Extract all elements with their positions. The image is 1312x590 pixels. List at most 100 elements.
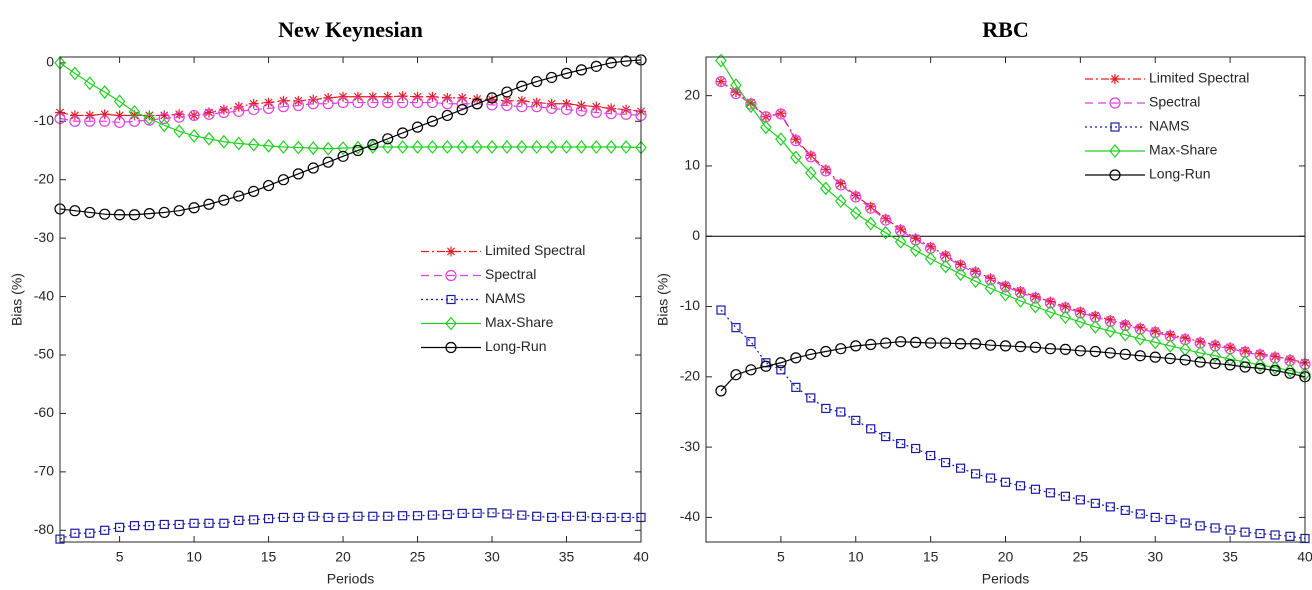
marker: [561, 98, 572, 109]
marker: [1164, 330, 1176, 342]
marker: [1044, 305, 1057, 320]
marker: [381, 140, 394, 154]
marker: [1090, 498, 1100, 508]
marker: [880, 213, 891, 224]
marker: [835, 343, 847, 355]
plot-area: [60, 57, 641, 542]
marker: [546, 102, 558, 115]
marker: [1254, 357, 1266, 372]
marker: [1120, 319, 1131, 330]
y-axis-label: Bias (%): [655, 273, 671, 326]
marker: [486, 92, 498, 104]
marker: [546, 71, 558, 84]
marker: [441, 140, 454, 154]
series-line: [59, 59, 642, 216]
marker: [262, 179, 275, 192]
marker: [925, 241, 936, 252]
marker: [446, 294, 456, 305]
marker: [775, 108, 786, 119]
marker: [114, 522, 125, 532]
marker: [1254, 362, 1266, 374]
marker: [128, 209, 141, 221]
marker: [1134, 350, 1146, 362]
marker: [1074, 307, 1086, 319]
marker: [262, 102, 275, 115]
marker: [248, 98, 259, 109]
marker: [1029, 292, 1042, 304]
series-line: [720, 341, 1306, 392]
marker: [805, 166, 817, 180]
series-line: [720, 81, 1306, 365]
marker: [1134, 323, 1146, 335]
marker: [1285, 531, 1295, 541]
marker: [1109, 169, 1121, 181]
marker: [188, 109, 200, 122]
marker: [277, 174, 290, 186]
marker: [232, 136, 245, 151]
marker: [820, 164, 831, 175]
marker: [790, 150, 802, 165]
marker: [969, 338, 982, 350]
marker: [745, 97, 756, 108]
legend-label: Limited Spectral: [485, 242, 585, 258]
y-tick-label: -40: [34, 287, 54, 303]
marker: [486, 99, 498, 111]
marker: [471, 98, 483, 110]
marker: [352, 144, 364, 157]
marker: [970, 469, 981, 479]
marker: [1029, 299, 1042, 314]
marker: [985, 473, 996, 483]
x-axis-label: Periods: [982, 571, 1029, 587]
marker: [307, 98, 319, 110]
marker: [441, 109, 453, 122]
marker: [984, 281, 997, 296]
marker: [159, 110, 170, 121]
marker: [398, 511, 408, 521]
marker: [441, 98, 453, 110]
series-line: [59, 101, 642, 124]
marker: [1269, 364, 1281, 377]
marker: [836, 407, 846, 417]
marker: [620, 140, 632, 154]
marker: [337, 150, 349, 162]
marker: [1110, 74, 1120, 84]
marker: [999, 281, 1012, 293]
marker: [323, 512, 333, 523]
marker: [218, 194, 230, 206]
marker: [730, 87, 742, 100]
marker: [1165, 329, 1176, 340]
marker: [1119, 327, 1132, 342]
marker: [999, 340, 1012, 352]
marker: [129, 110, 140, 121]
marker: [308, 94, 319, 105]
legend-label: Long-Run: [1149, 166, 1211, 182]
marker: [560, 103, 573, 116]
marker: [1239, 346, 1251, 358]
marker: [1014, 286, 1027, 299]
marker: [850, 340, 862, 352]
marker: [820, 165, 832, 177]
marker: [895, 224, 906, 235]
x-tick-label: 35: [1222, 549, 1238, 565]
marker: [69, 66, 81, 81]
marker: [486, 140, 498, 154]
marker: [1269, 352, 1281, 364]
marker: [1135, 509, 1145, 519]
marker: [849, 206, 862, 220]
series-group: [715, 53, 1311, 544]
marker: [1060, 491, 1071, 501]
marker: [591, 101, 602, 112]
marker: [1000, 280, 1011, 291]
marker: [114, 110, 125, 121]
marker: [1179, 354, 1191, 366]
marker: [1044, 343, 1057, 355]
marker: [1014, 293, 1027, 308]
marker: [835, 179, 847, 191]
marker: [322, 98, 334, 110]
marker: [590, 140, 603, 154]
marker: [530, 140, 543, 154]
marker: [367, 91, 378, 102]
marker: [791, 382, 801, 392]
marker: [263, 97, 274, 108]
